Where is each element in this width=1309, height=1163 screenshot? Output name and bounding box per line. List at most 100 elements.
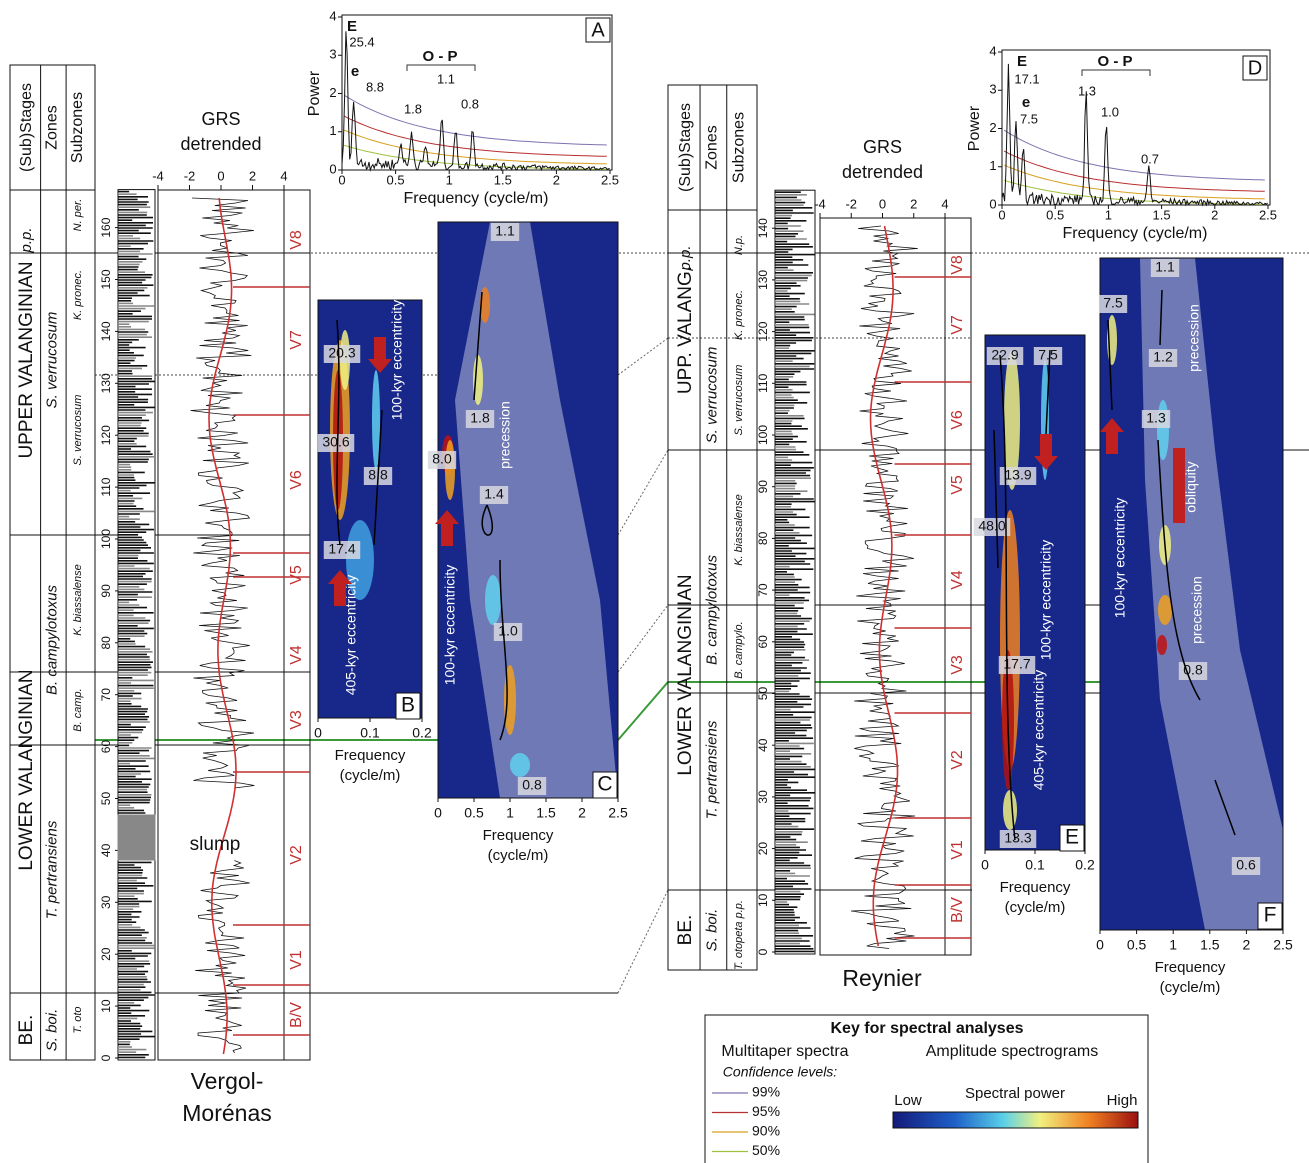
cycle-label: V7 bbox=[288, 330, 305, 350]
label-box bbox=[490, 223, 520, 241]
spectral-peak bbox=[485, 575, 501, 625]
grs-title: detrended bbox=[180, 134, 261, 154]
x-tick: 1.5 bbox=[494, 172, 512, 187]
frame bbox=[395, 692, 421, 720]
frame bbox=[1099, 257, 1284, 931]
y-tick: 3 bbox=[329, 47, 336, 62]
rule bbox=[617, 337, 669, 376]
spectral-label: 30.6 bbox=[322, 434, 349, 450]
frame bbox=[341, 14, 613, 171]
cycle-label: V5 bbox=[949, 475, 966, 495]
stage: BE. bbox=[675, 915, 696, 946]
x-tick: 0 bbox=[338, 172, 345, 187]
column-header: Subzones bbox=[730, 112, 747, 183]
x-tick: 0.2 bbox=[412, 725, 432, 741]
x-axis-label: Frequency bbox=[483, 827, 554, 844]
peak-label: 1.8 bbox=[404, 101, 422, 116]
depth-tick: 30 bbox=[99, 895, 113, 909]
frame bbox=[1257, 902, 1283, 930]
label-box bbox=[973, 518, 1011, 536]
label-box bbox=[493, 623, 523, 641]
peak-label: 8.8 bbox=[366, 79, 384, 94]
label-box bbox=[1148, 349, 1178, 367]
key-box bbox=[704, 1014, 1149, 1163]
grs-trend bbox=[208, 197, 237, 1055]
key-heading: Amplitude spectrograms bbox=[926, 1043, 1099, 1060]
panel-letter: E bbox=[1065, 826, 1079, 849]
depth-tick: 120 bbox=[99, 425, 113, 445]
peak-label: 0.7 bbox=[1141, 151, 1159, 166]
spectral-label: 100-kyr eccentricity bbox=[1112, 498, 1128, 619]
frame bbox=[1059, 824, 1085, 852]
ridge bbox=[1159, 289, 1163, 346]
label-box bbox=[998, 656, 1036, 674]
y-tick: 4 bbox=[989, 43, 996, 58]
depth-tick: 70 bbox=[99, 688, 113, 702]
depth-tick: 20 bbox=[756, 842, 770, 856]
cycle-label: V6 bbox=[949, 410, 966, 430]
cycle-label: V4 bbox=[949, 570, 966, 590]
depth-tick: 140 bbox=[756, 218, 770, 238]
ridge bbox=[499, 559, 508, 741]
y-tick: 0 bbox=[329, 161, 336, 176]
spectral-peak bbox=[1157, 635, 1167, 655]
section-name: Reynier bbox=[842, 965, 922, 991]
subzone: K. biassalense bbox=[72, 564, 84, 636]
label-box bbox=[1141, 410, 1171, 428]
label-box bbox=[323, 541, 361, 559]
arrow bbox=[1100, 418, 1124, 454]
cycle-label: V8 bbox=[949, 255, 966, 275]
spectral-label: precession bbox=[1189, 576, 1205, 644]
grs-title: GRS bbox=[863, 137, 902, 157]
depth-tick: 80 bbox=[756, 531, 770, 545]
grs-tick: -4 bbox=[152, 168, 164, 183]
ridge bbox=[1107, 319, 1113, 411]
x-tick: 0.5 bbox=[387, 172, 405, 187]
x-tick: 1.5 bbox=[536, 805, 556, 821]
x-tick: 0.2 bbox=[1075, 857, 1095, 873]
zone: S. boi. bbox=[43, 1009, 60, 1052]
panel-letter: D bbox=[1248, 57, 1262, 79]
spectral-label: 17.7 bbox=[1003, 656, 1030, 672]
ridge bbox=[481, 504, 493, 536]
x-axis-label: (cycle/m) bbox=[1160, 979, 1221, 996]
depth-tick: 150 bbox=[99, 269, 113, 289]
cycle-label: B/V bbox=[949, 897, 966, 923]
column-header: Zones bbox=[704, 125, 721, 169]
y-tick: 1 bbox=[989, 158, 996, 173]
spectral-label: 0.8 bbox=[522, 777, 542, 793]
x-tick: 0.1 bbox=[1025, 857, 1045, 873]
depth-tick: 120 bbox=[756, 321, 770, 341]
depth-tick: 90 bbox=[99, 584, 113, 598]
x-tick: 1.5 bbox=[1153, 207, 1171, 222]
grs-curve bbox=[195, 860, 250, 1054]
peak-label: O - P bbox=[422, 48, 457, 65]
subzone: K. pronec. bbox=[72, 270, 84, 320]
ridge bbox=[473, 291, 483, 401]
spectral-peak bbox=[372, 370, 380, 470]
frame bbox=[592, 771, 618, 799]
grs-trend bbox=[869, 225, 899, 947]
rule bbox=[617, 889, 669, 994]
spectral-label: precession bbox=[1186, 304, 1202, 372]
spectral-label: 100-kyr eccentricity bbox=[389, 300, 405, 421]
label-box bbox=[1098, 295, 1128, 313]
zone: S. verrucosum bbox=[43, 312, 60, 409]
grs-tick: 2 bbox=[910, 196, 917, 211]
zone: T. pertransiens bbox=[703, 720, 720, 819]
frame bbox=[157, 189, 285, 1061]
label-box bbox=[517, 777, 547, 795]
depth-tick: 20 bbox=[99, 947, 113, 961]
x-tick: 0.1 bbox=[360, 725, 380, 741]
label-box bbox=[1033, 347, 1063, 365]
panel-letter: B bbox=[401, 694, 415, 717]
x-tick: 0 bbox=[1096, 937, 1104, 953]
x-tick: 2.5 bbox=[1259, 207, 1277, 222]
grs-tick: 4 bbox=[941, 196, 948, 211]
depth-tick: 60 bbox=[756, 635, 770, 649]
grs-tick: 2 bbox=[249, 168, 256, 183]
spectral-label: 1.8 bbox=[470, 410, 490, 426]
key-power: Spectral power bbox=[965, 1085, 1065, 1102]
x-tick: 1.5 bbox=[1200, 937, 1220, 953]
column-header: Subzones bbox=[69, 92, 86, 163]
